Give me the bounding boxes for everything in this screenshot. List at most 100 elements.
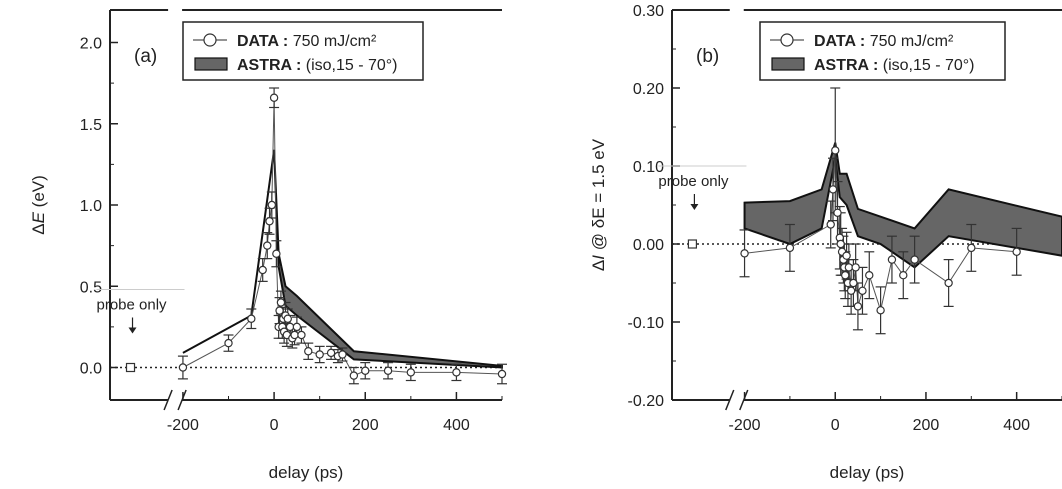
chart-1-x-tick-label: 200	[913, 417, 940, 434]
chart-0-data-line	[182, 97, 503, 377]
chart-0-data-point	[304, 347, 313, 356]
chart-panel-a: 0.0 0.5 1.0 1.5 2.0 -200 0 200 400 delay (ps) ΔE (…	[29, 9, 507, 482]
chart-1-axis-break-mark	[739, 389, 749, 411]
chart-1-data-point	[785, 243, 795, 253]
chart-0-legend-astra-name: ASTRA :	[237, 57, 301, 74]
chart-1-y-axis-title-prefix: Δ	[589, 260, 608, 271]
chart-0-data-point	[497, 369, 507, 379]
chart-0-axis-break-mark	[177, 389, 187, 411]
chart-1-data-point	[836, 239, 845, 249]
chart-1-y-tick-label: -0.20	[628, 393, 665, 410]
chart-0-y-tick-label: 2.0	[80, 36, 102, 53]
chart-1-x-tick-label: 0	[831, 417, 840, 434]
chart-1-data-point	[842, 251, 851, 260]
chart-1-data-point	[831, 146, 840, 155]
chart-panel-b: -0.20 -0.10 0.00 0.10 0.20 0.30 -200 0 200 400 del…	[589, 3, 1062, 482]
chart-0-data-point	[326, 348, 336, 358]
chart-1-data-point	[967, 243, 976, 253]
chart-0-data-point	[269, 93, 279, 102]
chart-0-probe-only-label: probe only	[97, 297, 168, 314]
chart-1-legend-astra-swatch	[771, 57, 805, 71]
chart-1-x-tick-label: 400	[1003, 417, 1030, 434]
chart-0-x-tick-label: -200	[167, 417, 199, 434]
chart-0-data-point	[247, 314, 256, 323]
chart-1-data-point	[944, 278, 953, 288]
chart-1-data-point	[833, 208, 842, 217]
chart-1-data-point	[910, 255, 919, 264]
chart-1-legend-data-name: DATA :	[814, 33, 865, 50]
chart-1-data-point	[858, 286, 867, 295]
chart-1-data-point	[1012, 247, 1021, 256]
chart-0-data-point	[349, 371, 359, 380]
chart-1-data-point	[865, 271, 874, 280]
chart-1-data-point	[899, 271, 908, 280]
chart-1-probe-only-label: probe only	[658, 173, 729, 190]
chart-0-data-point	[297, 330, 306, 340]
chart-1-data-point	[887, 255, 897, 264]
chart-0-data-point	[283, 314, 292, 323]
chart-0-data-point	[267, 200, 277, 210]
chart-0-x-axis-title: delay (ps)	[269, 463, 344, 482]
chart-0-data-point	[361, 366, 370, 375]
chart-0-y-axis-title-var: E	[29, 211, 48, 223]
chart-0-data-point	[292, 322, 302, 332]
chart-0-data-point	[285, 322, 295, 332]
chart-0-x-tick-label: 400	[443, 417, 470, 434]
chart-0-legend-astra-desc: (iso,15 - 70°)	[301, 57, 397, 74]
chart-1-probe-only-arrow-head	[690, 204, 699, 210]
chart-0-x-tick-label: 200	[352, 417, 379, 434]
chart-0-data-point	[178, 363, 188, 372]
chart-0-legend-data-desc: 750 mJ/cm²	[288, 33, 377, 50]
chart-0-legend-data-label: DATA : 750 mJ/cm²	[237, 33, 377, 50]
chart-1-data-point	[849, 278, 858, 288]
chart-1-data-point	[844, 263, 854, 272]
chart-1-y-axis-title-var: I	[589, 255, 608, 260]
chart-0-legend-astra-label: ASTRA : (iso,15 - 70°)	[237, 57, 398, 74]
chart-0-probe-only-point	[125, 362, 136, 373]
chart-1-data-point	[740, 249, 749, 258]
chart-1-data-point	[826, 220, 835, 229]
chart-0-legend-data-name: DATA :	[237, 33, 288, 50]
chart-0-legend-data-marker	[203, 33, 217, 47]
chart-0-data-point	[272, 249, 281, 258]
chart-1-axis-break-mark	[725, 389, 735, 411]
chart-0-data-point	[276, 298, 286, 307]
chart-1-data-point	[828, 185, 838, 194]
chart-0-data-point	[406, 368, 416, 377]
chart-1-y-tick-label: -0.10	[628, 315, 665, 332]
chart-1-probe-only-point	[687, 239, 698, 249]
chart-1-data-point	[853, 302, 863, 311]
chart-1-x-tick-label: -200	[729, 417, 761, 434]
chart-0-probe-only-arrow-head	[128, 327, 137, 334]
chart-0-y-axis-title: ΔE (eV)	[29, 175, 48, 235]
chart-0-x-tick-label: 0	[270, 417, 279, 434]
chart-1-legend-astra-name: ASTRA :	[814, 57, 878, 74]
chart-1-data-point	[841, 271, 850, 280]
chart-0-data-point	[224, 338, 233, 348]
chart-1-data-point	[851, 263, 860, 272]
chart-1-legend-astra-label: ASTRA : (iso,15 - 70°)	[814, 57, 975, 74]
chart-0-y-tick-label: 1.0	[80, 198, 102, 215]
chart-0-data-point	[452, 368, 461, 377]
chart-1-x-axis-title: delay (ps)	[830, 463, 905, 482]
chart-1-y-tick-label: 0.10	[633, 159, 664, 176]
chart-0-data-point	[258, 265, 267, 275]
chart-1-legend-astra-desc: (iso,15 - 70°)	[878, 57, 974, 74]
chart-0-y-axis-title-suffix: (eV)	[29, 175, 48, 212]
chart-1-y-tick-label: 0.20	[633, 81, 664, 98]
chart-0-y-axis-title-prefix: Δ	[29, 223, 48, 234]
chart-0-data-point	[265, 217, 274, 226]
chart-0-legend-astra-swatch	[194, 57, 228, 71]
chart-0-axis-break-mark	[163, 389, 173, 411]
chart-1-data-point	[876, 306, 885, 315]
chart-1-data-point	[846, 286, 856, 295]
chart-0-data-point	[338, 350, 347, 359]
chart-0-y-tick-label: 0.0	[80, 361, 102, 378]
chart-1-y-tick-label: 0.00	[633, 237, 664, 254]
chart-1-astra-band	[743, 142, 1062, 269]
chart-0-y-tick-label: 0.5	[80, 279, 102, 296]
chart-1-y-tick-label: 0.30	[633, 3, 664, 20]
chart-1-y-axis-title: ΔI @ δE = 1.5 eV	[589, 138, 608, 271]
chart-0-data-point	[315, 350, 324, 359]
